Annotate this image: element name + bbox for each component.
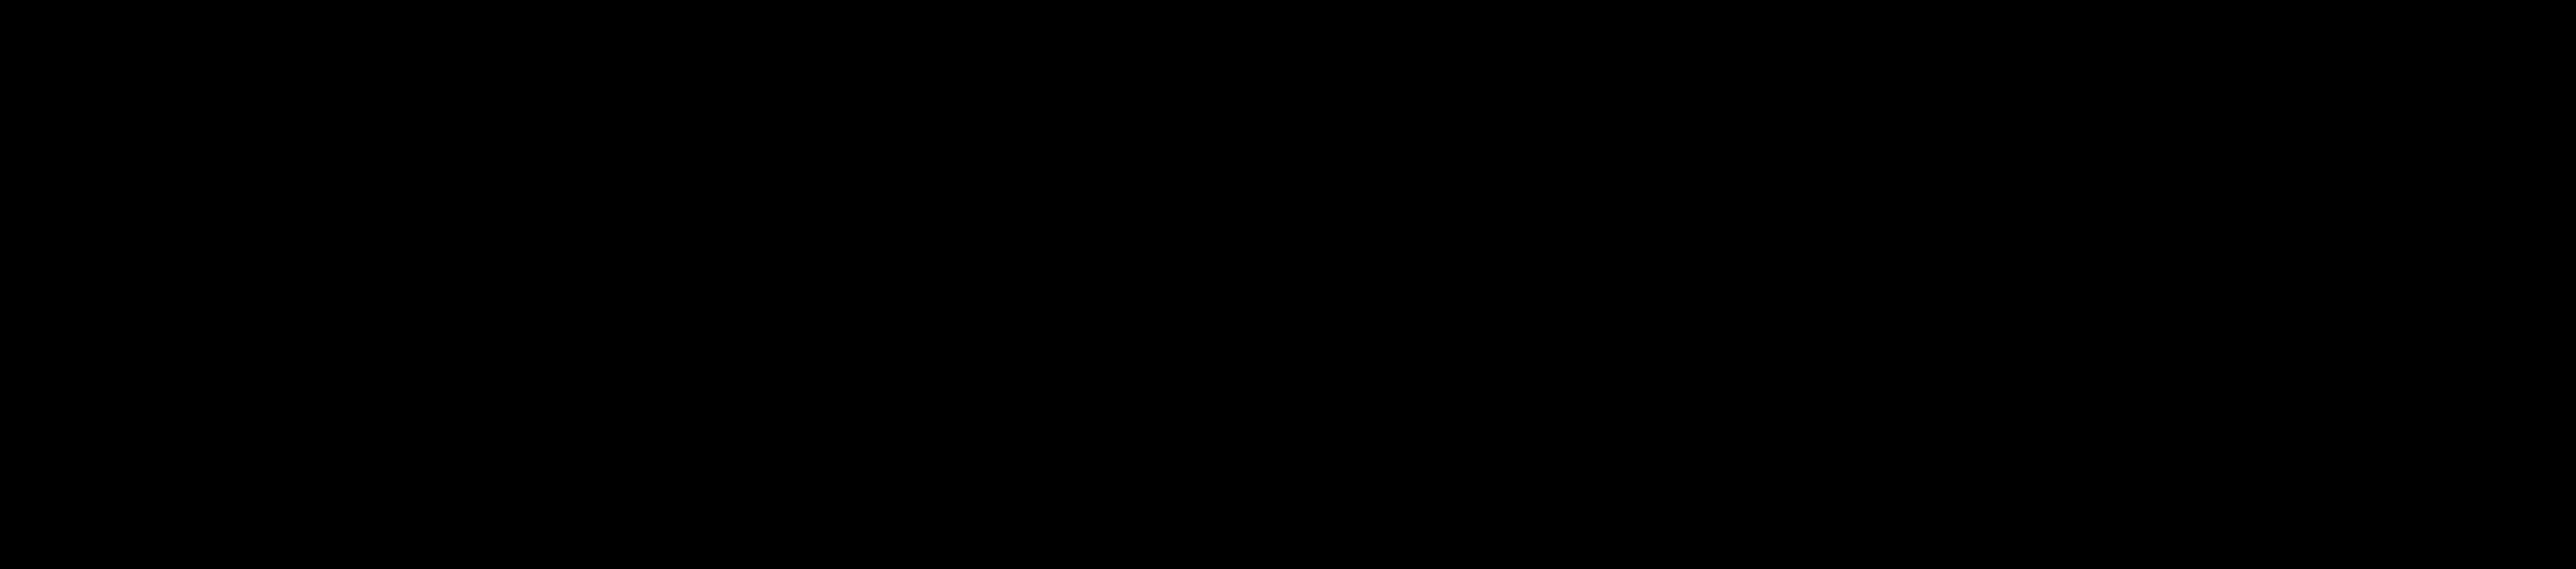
flowchart-canvas [0,0,2576,569]
arrows-layer [0,0,2576,569]
